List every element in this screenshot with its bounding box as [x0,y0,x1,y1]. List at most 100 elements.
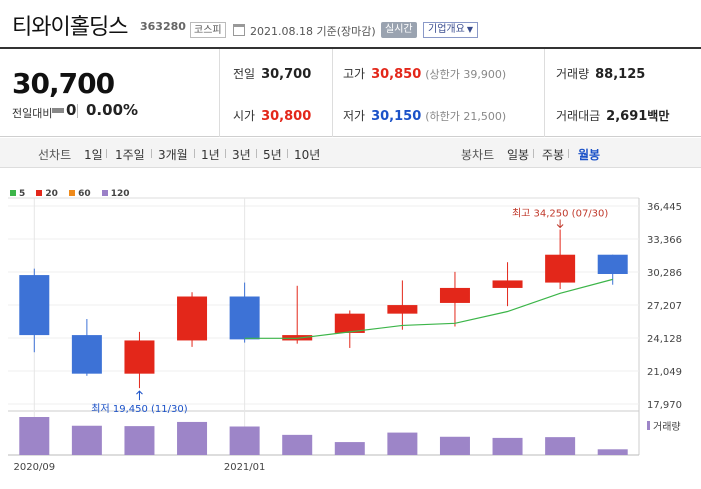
chevron-down-icon: ▼ [466,25,473,34]
volume-bar [387,432,418,455]
legend-ma5: 5 [10,189,25,199]
volume-bar [597,449,628,455]
upper-limit: (상한가 39,900) [425,68,507,81]
volume-bar [282,434,313,455]
period-3y[interactable]: 3년 [232,148,251,162]
max-price-annotation: 최고 34,250 (07/30) [512,208,608,220]
candle-body [597,254,628,275]
open-value: 30,800 [261,109,312,124]
divider [533,149,534,158]
low-value: 30,150 [371,109,422,124]
volume-bar [19,417,50,455]
candle-body [124,340,155,374]
low-price: 저가 30,150 (하한가 21,500) [343,107,506,124]
period-1w[interactable]: 1주일 [115,148,145,162]
high-value: 30,850 [371,67,422,82]
realtime-button[interactable]: 실시간 [381,22,417,38]
legend-ma60: 60 [69,189,91,199]
line-chart-label: 선차트 [38,148,72,162]
trade-amount: 거래대금 2,691백만 [556,107,669,124]
change-label: 전일대비 [12,107,53,120]
divider [225,149,226,158]
divider [332,49,333,137]
candle-body [439,287,470,303]
amount-unit: 백만 [647,109,670,123]
divider [106,149,107,158]
change-value: 0 [52,101,76,119]
candle-weekly[interactable]: 주봉 [542,148,565,162]
current-price-box: 30,700 전일대비 0 0.00% [0,49,220,137]
prev-close-label: 전일 [233,67,256,81]
volume-bar [492,437,523,455]
high-label: 고가 [343,67,366,81]
y-tick-label: 21,049 [647,367,682,378]
current-price: 30,700 [12,67,115,100]
change-amount: 0 [66,101,77,119]
ma5-line [244,278,613,339]
candle-body [387,305,418,314]
company-info-label: 기업개요 [428,24,465,35]
volume-bar [71,425,102,455]
prev-close: 전일 30,700 [233,65,311,82]
x-tick-label: 2020/09 [14,462,56,473]
legend-ma20-label: 20 [45,189,58,199]
candle-body [71,335,102,374]
price-summary: 30,700 전일대비 0 0.00% 전일 30,700 고가 30,850 (상한… [0,49,701,137]
legend-ma60-label: 60 [78,189,91,199]
period-10y[interactable]: 10년 [294,148,321,162]
stock-code: 363280 [140,20,186,33]
y-tick-label: 17,970 [647,400,682,411]
period-3m[interactable]: 3개월 [158,148,188,162]
stock-header: 티와이홀딩스 363280 코스피 2021.08.18 기준(장마감) 실시간… [0,0,701,46]
legend-ma20: 20 [36,189,58,199]
open-price: 시가 30,800 [233,107,311,124]
max-arrow-icon [556,219,564,229]
candle-daily[interactable]: 일봉 [507,148,530,162]
stock-name: 티와이홀딩스 [12,15,128,40]
volume: 거래량 88,125 [556,65,645,82]
period-1d[interactable]: 1일 [84,148,103,162]
open-label: 시가 [233,109,256,123]
y-tick-label: 27,207 [647,301,682,312]
divider [287,149,288,158]
prev-close-value: 30,700 [261,67,312,82]
candle-monthly[interactable]: 월봉 [578,148,601,162]
candle-body [177,296,208,341]
lower-limit: (하한가 21,500) [425,110,507,123]
base-date: 2021.08.18 기준(장마감) [250,25,376,38]
divider [544,49,545,137]
market-badge: 코스피 [190,22,226,38]
divider [151,149,152,158]
divider [194,149,195,158]
candle-chart-label: 봉차트 [461,148,495,162]
period-1y[interactable]: 1년 [201,148,220,162]
volume-bar [177,421,208,455]
volume-label: 거래량 [556,67,590,81]
legend-ma5-label: 5 [19,189,26,199]
candle-body [229,296,260,340]
period-5y[interactable]: 5년 [263,148,282,162]
volume-bar [334,442,365,455]
volume-bar [545,437,576,455]
volume-legend-swatch [647,421,650,430]
volume-value: 88,125 [595,67,646,82]
header-divider [0,47,701,49]
min-price-annotation: 최저 19,450 (11/30) [91,403,187,415]
unchanged-icon [52,108,64,113]
legend-ma120-label: 120 [110,189,130,199]
amount-value: 2,691 [606,109,648,124]
company-info-dropdown[interactable]: 기업개요 ▼ [423,22,478,38]
period-toolbar: 선차트 1일 1주일 3개월 1년 3년 5년 10년 봉차트 일봉 주봉 월봉 [0,138,701,168]
y-tick-label: 24,128 [647,334,682,345]
change-percent: 0.00% [86,101,139,119]
volume-label: 거래량 [653,421,681,433]
divider [256,149,257,158]
candle-body [19,275,50,336]
volume-bar [439,436,470,455]
x-tick-label: 2021/01 [224,462,266,473]
calendar-icon [233,24,245,36]
volume-bar [124,426,155,455]
candle-body [492,280,523,288]
divider [77,104,78,118]
